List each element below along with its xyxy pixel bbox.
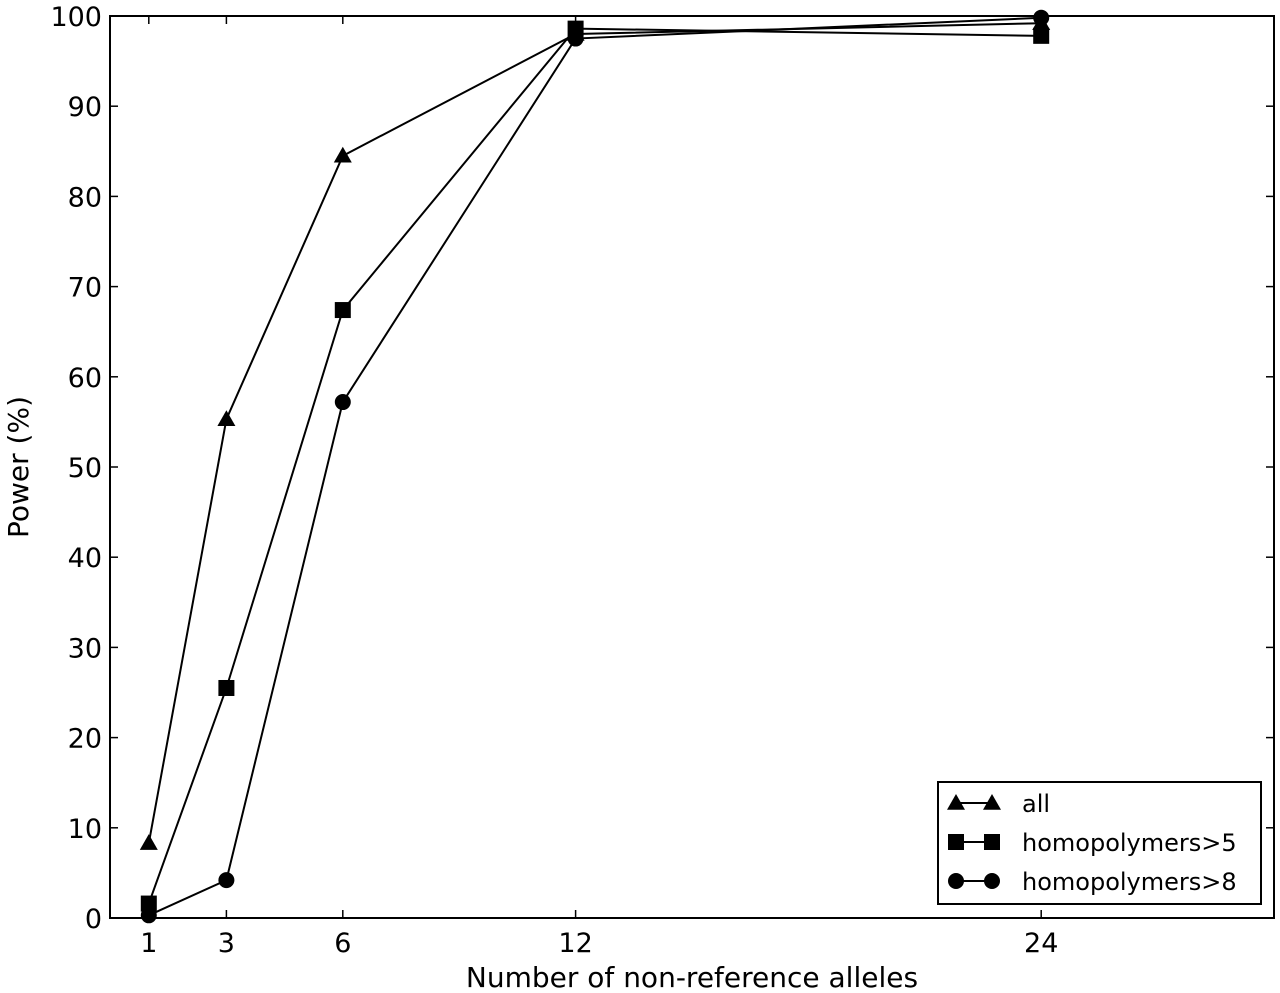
x-tick-label: 6 [334,928,351,959]
legend-label: homopolymers>5 [1022,829,1237,857]
data-point [218,679,235,696]
legend-item: all [947,790,1050,818]
data-point [334,394,351,411]
y-tick-label: 40 [68,543,102,574]
series-line [147,27,1042,904]
legend-marker [984,834,1000,850]
x-tick-label: 12 [558,928,592,959]
y-tick-label: 10 [68,814,102,845]
data-point [217,410,236,426]
y-tick-label: 60 [68,363,102,394]
series-line [147,22,1042,844]
data-point [1033,27,1050,44]
legend-item: homopolymers>8 [948,868,1237,896]
legend-marker [984,873,1000,889]
data-point [139,834,158,850]
y-tick-label: 50 [68,453,102,484]
series-line [148,16,1042,917]
data-point [567,30,584,47]
y-axis-label: Power (%) [2,396,35,538]
y-tick-label: 20 [68,724,102,755]
legend-label: homopolymers>8 [1022,868,1237,896]
data-point [333,146,352,163]
series-all [139,14,1051,850]
data-point [218,872,235,889]
data-point [334,302,351,319]
series-homopolymers-8 [140,9,1050,924]
series-homopolymers-5 [140,20,1050,912]
y-tick-label: 90 [68,92,102,123]
y-tick-label: 30 [68,633,102,664]
y-tick-label: 70 [68,273,102,304]
legend-marker [947,794,965,810]
y-tick-label: 80 [68,182,102,213]
legend: all homopolymers>5 homopolymers>8 [937,781,1262,905]
x-tick-label: 3 [218,928,235,959]
x-tick-label: 24 [1024,928,1058,959]
legend-label: all [1022,790,1050,818]
data-point [140,895,157,912]
y-tick-label: 0 [85,904,102,935]
legend-marker [948,873,964,889]
x-tick-label: 1 [140,928,157,959]
x-axis-label: Number of non-reference alleles [466,961,918,993]
legend-marker [948,834,964,850]
legend-marker [983,794,1001,810]
y-tick-label: 100 [50,2,102,33]
legend-item: homopolymers>5 [948,829,1237,857]
